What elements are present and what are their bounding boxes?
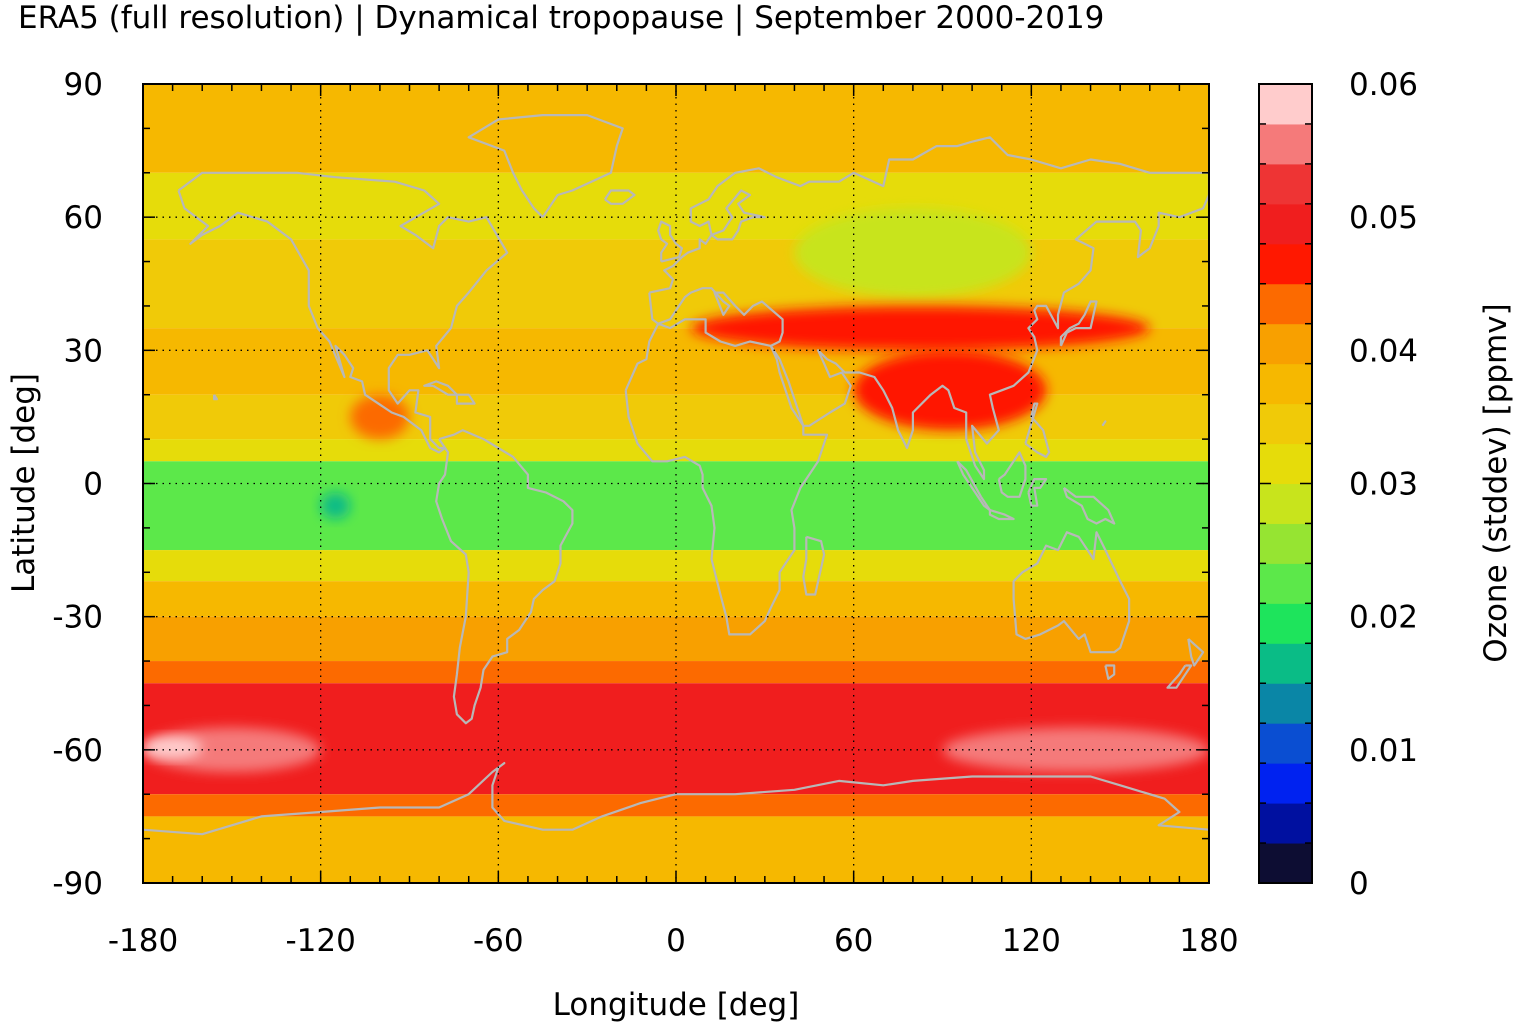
colorbar-swatch	[1259, 563, 1312, 604]
coastline	[802, 535, 826, 596]
coastline	[657, 220, 683, 263]
coastline	[1104, 664, 1116, 680]
colorbar-swatch	[1259, 123, 1312, 165]
field-feature	[350, 394, 410, 440]
colorbar-swatch	[1259, 243, 1312, 285]
colorbar-ticks	[1259, 83, 1312, 844]
colorbar-swatch	[1259, 603, 1312, 644]
coastline	[177, 171, 509, 454]
coastline	[997, 451, 1027, 498]
field-band	[143, 794, 1209, 817]
colorbar-swatch	[1259, 84, 1312, 125]
field-band	[143, 616, 1209, 662]
field-feature	[794, 208, 1032, 298]
colorbar-swatch	[1259, 323, 1312, 365]
x-tick-label: -180	[108, 923, 178, 959]
colorbar-label: Ozone (stddev) [ppmv]	[1478, 303, 1514, 662]
colorbar-tick-label: 0.03	[1349, 467, 1418, 503]
colorbar-tick-label: 0	[1349, 866, 1369, 902]
coastline	[1027, 478, 1048, 507]
coastline	[467, 114, 624, 218]
y-tick-label: 0	[83, 467, 103, 503]
field-band	[143, 439, 1209, 462]
coastline	[455, 393, 476, 405]
coastline	[1101, 420, 1107, 427]
colorbar-swatch	[1259, 443, 1312, 484]
field-band	[143, 84, 1209, 173]
y-tick-label: -60	[52, 733, 103, 769]
colorbar-swatch	[1259, 283, 1312, 325]
x-tick-labels: -180 -120 -60 0 60 120 180	[108, 923, 1239, 959]
x-tick-label: 180	[1179, 923, 1238, 959]
field-band	[143, 661, 1209, 684]
colorbar-swatch	[1259, 763, 1312, 804]
coastline	[624, 318, 829, 636]
y-tick-label: -90	[52, 866, 103, 902]
coastline	[423, 380, 458, 396]
colorbar-swatch	[1259, 203, 1312, 245]
x-tick-label: -60	[473, 923, 524, 959]
colorbar-swatch	[1259, 683, 1312, 724]
colorbar-tick-label: 0.05	[1349, 200, 1418, 236]
colorbar-swatch	[1259, 403, 1312, 445]
colorbar	[1259, 84, 1312, 884]
x-tick-label: 0	[666, 923, 686, 959]
coastline	[1187, 638, 1205, 667]
y-tick-label: 30	[64, 333, 103, 369]
colorbar-tick-label: 0.01	[1349, 733, 1418, 769]
colorbar-swatch	[1259, 163, 1312, 205]
y-tick-labels: 90 60 30 0 -30 -60 -90	[52, 67, 103, 902]
field-feature	[942, 727, 1209, 773]
map-ticks	[142, 83, 1210, 884]
colorbar-tick-labels: 0.06 0.05 0.04 0.03 0.02 0.01 0	[1349, 67, 1418, 902]
y-axis-label: Latitude [deg]	[6, 373, 42, 593]
coastline	[213, 394, 219, 401]
x-tick-label: 60	[834, 923, 873, 959]
colorbar-swatch	[1259, 843, 1312, 884]
y-tick-label: 90	[64, 67, 103, 103]
colorbar-tick-label: 0.06	[1349, 67, 1418, 103]
coastline	[1062, 487, 1116, 525]
coastline	[603, 189, 636, 205]
field-feature	[320, 492, 351, 520]
coastline	[143, 762, 1209, 836]
x-axis-label: Longitude [deg]	[553, 987, 800, 1023]
x-tick-label: 120	[1002, 923, 1061, 959]
coastlines	[143, 114, 1209, 836]
colorbar-swatch	[1259, 363, 1312, 405]
coastline	[956, 460, 991, 512]
y-tick-label: -30	[52, 600, 103, 636]
x-tick-label: -120	[285, 923, 355, 959]
coastline	[648, 136, 1209, 481]
coastline	[1024, 402, 1051, 458]
coastline	[1059, 300, 1098, 347]
coastline	[710, 189, 766, 241]
colorbar-swatch	[1259, 523, 1312, 564]
chart-title: ERA5 (full resolution) | Dynamical tropo…	[18, 0, 1105, 36]
coastline	[1166, 664, 1193, 689]
coastline	[988, 509, 1015, 521]
colorbar-swatch	[1259, 803, 1312, 844]
field-feature	[143, 736, 203, 759]
y-tick-label: 60	[64, 200, 103, 236]
field-feature	[853, 350, 1047, 431]
colorbar-swatch	[1259, 483, 1312, 524]
grid-lines	[143, 84, 1209, 883]
colorbar-swatch	[1259, 643, 1312, 684]
coastline	[1012, 531, 1131, 654]
colorbar-tick-label: 0.02	[1349, 600, 1418, 636]
colorbar-swatch	[1259, 723, 1312, 764]
colorbar-tick-label: 0.04	[1349, 333, 1418, 369]
